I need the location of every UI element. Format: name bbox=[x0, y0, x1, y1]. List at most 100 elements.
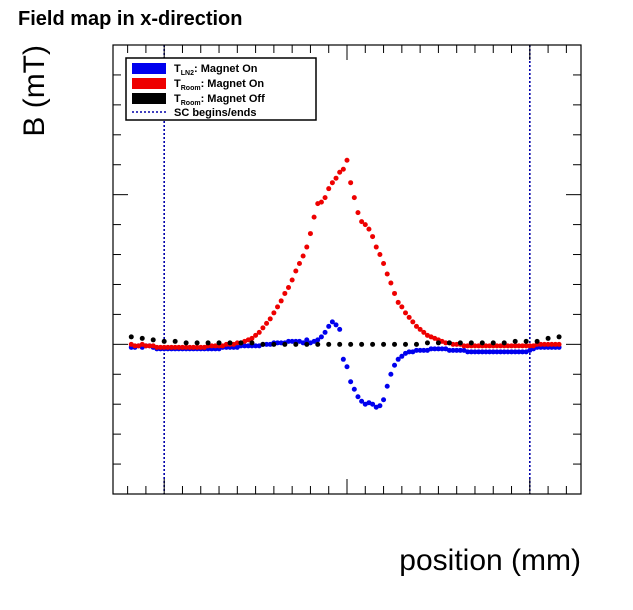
data-point bbox=[388, 371, 394, 377]
data-point bbox=[435, 346, 441, 352]
data-point bbox=[282, 341, 288, 347]
data-point bbox=[183, 340, 189, 346]
data-point bbox=[388, 280, 394, 286]
data-point bbox=[253, 332, 259, 338]
legend-label: SC begins/ends bbox=[174, 107, 257, 119]
data-point bbox=[501, 340, 507, 346]
data-point bbox=[395, 356, 401, 362]
data-point bbox=[150, 337, 156, 343]
data-point bbox=[413, 323, 419, 329]
data-point bbox=[260, 325, 266, 331]
legend-swatch bbox=[132, 93, 166, 104]
data-point bbox=[205, 340, 211, 346]
data-point bbox=[351, 195, 357, 201]
data-point bbox=[468, 349, 474, 355]
data-point bbox=[326, 323, 332, 329]
data-point bbox=[311, 214, 317, 220]
data-point bbox=[534, 338, 540, 344]
data-point bbox=[384, 271, 390, 277]
legend-label-main: SC begins/ends bbox=[174, 107, 257, 119]
data-point bbox=[381, 397, 387, 403]
data-point bbox=[421, 347, 427, 353]
data-point bbox=[461, 343, 467, 349]
legend-label: TRoom: Magnet Off bbox=[174, 93, 265, 107]
data-point bbox=[128, 334, 134, 340]
data-point bbox=[275, 304, 281, 310]
data-point bbox=[487, 349, 493, 355]
data-point bbox=[516, 349, 522, 355]
data-point bbox=[512, 349, 518, 355]
data-point bbox=[476, 343, 482, 349]
data-point bbox=[249, 335, 255, 341]
data-point bbox=[501, 349, 507, 355]
data-point bbox=[468, 340, 474, 346]
data-point bbox=[296, 261, 302, 267]
data-point bbox=[472, 349, 478, 355]
data-point bbox=[417, 326, 423, 332]
data-point bbox=[523, 343, 529, 349]
data-point bbox=[392, 341, 398, 347]
data-point bbox=[318, 334, 324, 340]
data-point bbox=[454, 347, 460, 353]
data-point bbox=[322, 329, 328, 335]
data-point bbox=[344, 157, 350, 163]
data-point bbox=[154, 344, 160, 350]
data-point bbox=[424, 340, 430, 346]
data-point bbox=[132, 343, 138, 349]
data-point bbox=[348, 180, 354, 186]
data-point bbox=[238, 340, 244, 346]
data-point bbox=[165, 344, 171, 350]
data-point bbox=[143, 343, 149, 349]
data-point bbox=[286, 338, 291, 344]
data-point bbox=[212, 343, 218, 349]
data-point bbox=[355, 394, 361, 400]
data-point bbox=[286, 284, 291, 290]
data-point bbox=[406, 349, 412, 355]
data-point bbox=[359, 341, 365, 347]
data-point bbox=[161, 338, 167, 344]
data-point bbox=[194, 340, 200, 346]
plot-area bbox=[128, 45, 562, 494]
data-point bbox=[413, 341, 419, 347]
data-point bbox=[158, 344, 164, 350]
data-point bbox=[370, 401, 376, 407]
data-point bbox=[395, 299, 401, 305]
data-point bbox=[377, 252, 383, 258]
data-point bbox=[326, 341, 332, 347]
data-point bbox=[366, 226, 372, 232]
data-point bbox=[494, 343, 500, 349]
data-point bbox=[505, 343, 511, 349]
data-point bbox=[348, 379, 354, 385]
data-point bbox=[300, 253, 306, 259]
data-point bbox=[435, 340, 441, 346]
data-point bbox=[322, 195, 328, 201]
data-point bbox=[479, 340, 485, 346]
x-axis-label: position (mm) bbox=[399, 544, 581, 577]
y-axis-label: B (mT) bbox=[18, 45, 51, 137]
data-point bbox=[421, 329, 427, 335]
data-point bbox=[293, 268, 299, 274]
legend-label-rest: : Magnet Off bbox=[201, 93, 265, 105]
legend-label-subscript: Room bbox=[181, 85, 201, 92]
data-point bbox=[439, 346, 445, 352]
data-point bbox=[370, 341, 376, 347]
legend-swatch bbox=[132, 78, 166, 89]
data-point bbox=[340, 166, 346, 172]
data-point bbox=[315, 341, 321, 347]
data-point bbox=[183, 344, 189, 350]
data-point bbox=[318, 199, 324, 205]
data-point bbox=[479, 349, 485, 355]
data-point bbox=[381, 261, 387, 267]
data-point bbox=[172, 338, 178, 344]
data-point bbox=[403, 341, 408, 347]
data-point bbox=[523, 338, 529, 344]
data-point bbox=[198, 344, 204, 350]
data-point bbox=[289, 338, 295, 344]
legend-label-main: T bbox=[174, 93, 181, 105]
data-point bbox=[256, 329, 262, 335]
legend-label: TRoom: Magnet On bbox=[174, 78, 264, 92]
legend-label-rest: : Magnet On bbox=[201, 78, 265, 90]
data-point bbox=[457, 347, 463, 353]
